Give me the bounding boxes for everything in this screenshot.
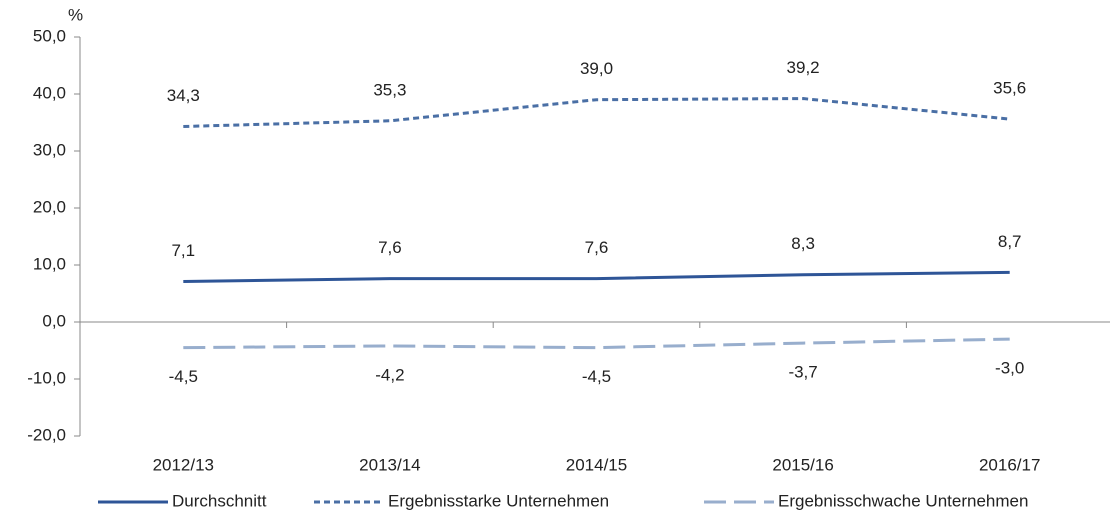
data-label: 7,6 bbox=[378, 238, 402, 257]
series-line bbox=[183, 337, 1010, 350]
y-tick-label: 10,0 bbox=[33, 254, 66, 273]
legend-label: Ergebnisstarke Unternehmen bbox=[388, 491, 609, 510]
data-label: 8,7 bbox=[998, 232, 1022, 251]
data-label: 39,0 bbox=[580, 59, 613, 78]
data-label: 39,2 bbox=[787, 58, 820, 77]
x-tick-label: 2014/15 bbox=[566, 455, 627, 474]
data-label: 35,3 bbox=[373, 80, 406, 99]
x-tick-label: 2015/16 bbox=[772, 455, 833, 474]
data-label: 7,1 bbox=[171, 241, 195, 260]
series-line bbox=[183, 270, 1010, 284]
data-label: -4,5 bbox=[582, 367, 611, 386]
data-label: -4,5 bbox=[169, 367, 198, 386]
data-label: -3,7 bbox=[788, 363, 817, 382]
y-tick-label: -10,0 bbox=[27, 368, 66, 387]
data-label: 7,6 bbox=[585, 238, 609, 257]
data-label: -3,0 bbox=[995, 359, 1024, 378]
legend-label: Ergebnisschwache Unternehmen bbox=[778, 491, 1028, 510]
x-tick-label: 2016/17 bbox=[979, 455, 1040, 474]
x-tick-label: 2012/13 bbox=[153, 455, 214, 474]
data-label: 8,3 bbox=[791, 234, 815, 253]
data-label: 34,3 bbox=[167, 86, 200, 105]
y-tick-label: 20,0 bbox=[33, 197, 66, 216]
y-tick-label: -20,0 bbox=[27, 425, 66, 444]
y-tick-label: 40,0 bbox=[33, 83, 66, 102]
x-tick-label: 2013/14 bbox=[359, 455, 420, 474]
y-tick-label: 0,0 bbox=[42, 311, 66, 330]
legend-label: Durchschnitt bbox=[172, 491, 267, 510]
data-label: -4,2 bbox=[375, 365, 404, 384]
y-tick-label: 50,0 bbox=[33, 26, 66, 45]
series-line bbox=[183, 97, 1010, 128]
data-label: 35,6 bbox=[993, 79, 1026, 98]
y-axis-label: % bbox=[68, 5, 83, 24]
y-tick-label: 30,0 bbox=[33, 140, 66, 159]
